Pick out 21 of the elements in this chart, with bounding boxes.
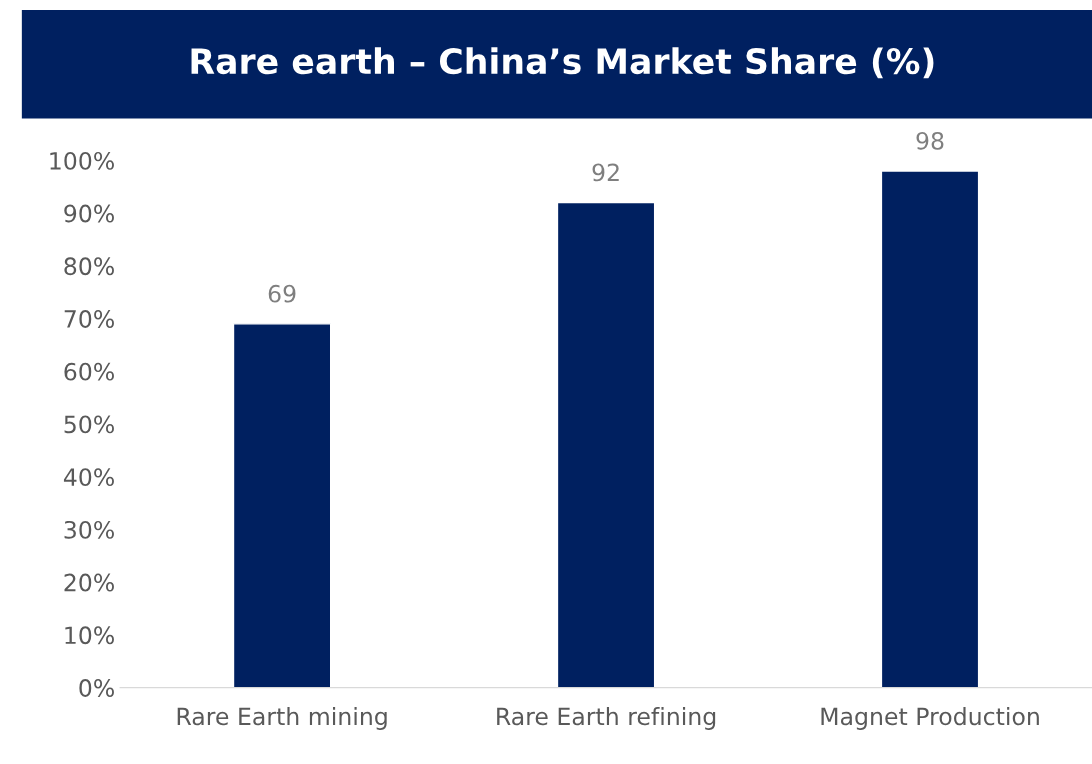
y-tick-label: 50% (64, 415, 114, 434)
x-tick-label: Magnet Production (821, 707, 1039, 730)
bar (880, 170, 980, 688)
y-tick-label: 60% (64, 362, 114, 381)
data-label: 98 (916, 131, 944, 150)
y-tick-label: 20% (64, 573, 114, 592)
y-tick-label: 0% (79, 679, 114, 697)
y-tick-label: 100% (50, 151, 114, 170)
y-tick-label: 70% (64, 310, 114, 328)
bar (556, 201, 656, 688)
data-label: 92 (592, 163, 619, 182)
x-tick-label: Rare Earth mining (177, 707, 387, 730)
bar (232, 323, 332, 688)
x-tick-label: Rare Earth refining (497, 707, 716, 730)
y-tick-label: 30% (64, 520, 114, 539)
y-tick-label: 90% (64, 204, 114, 223)
data-label: 69 (268, 284, 296, 303)
y-tick-label: 80% (64, 257, 114, 276)
y-tick-label: 40% (63, 468, 114, 487)
y-tick-label: 10% (65, 626, 114, 645)
chart-title: Rare earth – China’s Market Share (%) (191, 47, 934, 79)
